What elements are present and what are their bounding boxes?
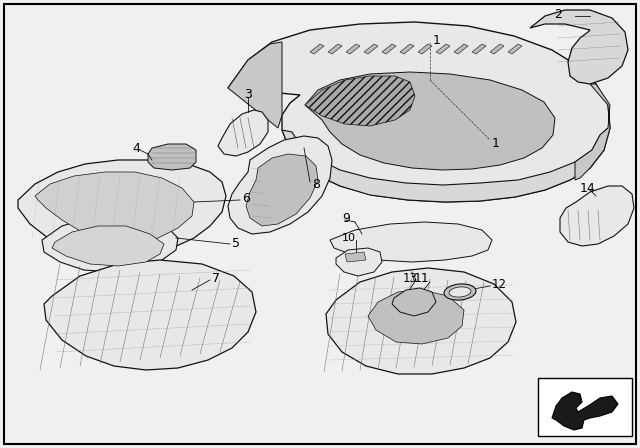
Polygon shape [508,44,522,54]
Text: 9: 9 [342,211,350,224]
Polygon shape [345,252,366,262]
Text: 00113651: 00113651 [564,430,606,439]
Polygon shape [364,44,378,54]
Text: 5: 5 [232,237,240,250]
Text: 1: 1 [492,137,500,150]
Polygon shape [400,44,414,54]
Polygon shape [326,268,516,374]
Polygon shape [305,72,555,170]
Polygon shape [436,44,450,54]
Polygon shape [346,44,360,54]
Polygon shape [418,44,432,54]
Polygon shape [560,186,634,246]
Polygon shape [282,128,608,202]
Polygon shape [218,110,268,156]
Polygon shape [575,84,610,180]
Text: 3: 3 [244,87,252,100]
Text: 6: 6 [242,191,250,204]
Polygon shape [148,144,196,170]
Text: 14: 14 [580,181,596,194]
Text: 2: 2 [554,8,562,21]
Polygon shape [490,44,504,54]
Polygon shape [42,216,178,272]
Text: 11: 11 [414,271,429,284]
Ellipse shape [449,287,471,297]
Text: 1: 1 [433,34,441,47]
Polygon shape [246,154,318,226]
Bar [538,378,632,436]
Text: 4: 4 [132,142,140,155]
Polygon shape [228,136,332,234]
Polygon shape [368,290,464,344]
Polygon shape [228,22,610,202]
Polygon shape [52,226,164,266]
Polygon shape [330,222,492,262]
Polygon shape [454,44,468,54]
Polygon shape [530,10,628,84]
Polygon shape [228,42,282,128]
Polygon shape [305,76,415,126]
Polygon shape [44,260,256,370]
Polygon shape [382,44,396,54]
Text: 12: 12 [492,277,507,290]
Polygon shape [35,172,194,242]
Polygon shape [392,288,436,316]
Ellipse shape [444,284,476,300]
Polygon shape [472,44,486,54]
Text: 13: 13 [403,271,417,284]
Text: 10: 10 [342,233,356,243]
Polygon shape [328,44,342,54]
Polygon shape [552,392,618,430]
Text: 8: 8 [312,177,320,190]
Text: 7: 7 [212,271,220,284]
Polygon shape [310,44,324,54]
Polygon shape [336,248,382,276]
Polygon shape [18,160,226,256]
